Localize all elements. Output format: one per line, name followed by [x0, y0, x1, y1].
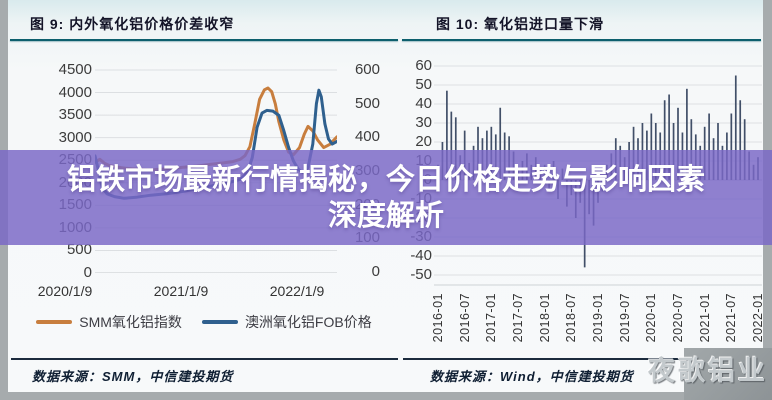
axis-tick-label: 400: [354, 128, 380, 146]
x-tick-label: 2020-07: [671, 292, 685, 342]
x-tick-label: 2021-01: [697, 292, 712, 342]
banner-title-line1: 铝铁市场最新行情揭秘，今日价格走势与影响因素: [66, 163, 705, 196]
left-source-divider: [11, 358, 398, 360]
left-chart-x-axis: 2020/1/9 2021/1/9 2022/1/9: [38, 283, 337, 301]
axis-tick-label: 0: [83, 263, 92, 281]
axis-tick-label: 500: [354, 94, 380, 112]
x-tick-label: 2019-07: [617, 292, 632, 342]
x-tick-label: 2017-07: [511, 292, 525, 342]
axis-tick-label: 3000: [58, 128, 92, 146]
axis-tick-label: 600: [354, 61, 380, 78]
axis-tick-label: 50: [415, 76, 432, 93]
right-source-text: 数据来源：Wind，中信建投期货: [430, 369, 634, 384]
right-chart-x-axis: 2016-01 2016-07 2017-01 2017-07 2018-01 2018-…: [431, 288, 765, 344]
x-tick-label: 2021-07: [724, 292, 739, 342]
right-title-rule: [402, 39, 761, 41]
left-title-rule: [10, 39, 398, 41]
x-tick-label: 2017-01: [484, 292, 499, 342]
legend-item-smm: SMM氧化铝指数: [36, 312, 182, 332]
x-tick-label: 2016-01: [431, 292, 445, 342]
right-source-divider: [403, 358, 713, 360]
axis-tick-label: 20: [415, 133, 432, 150]
right-chart-title: 图 10: 氧化铝进口量下滑: [436, 16, 605, 32]
x-tick-label: 2022/1/9: [269, 283, 325, 299]
x-tick-label: 2020-01: [644, 292, 659, 342]
legend-item-fob: 澳洲氧化铝FOB价格: [201, 312, 372, 332]
axis-tick-label: 40: [415, 95, 432, 112]
photo-corner-shade: [684, 348, 772, 400]
axis-tick-label: 3500: [58, 106, 92, 124]
banner-title-line2: 深度解析: [327, 199, 444, 232]
axis-tick-label: 30: [415, 114, 432, 131]
axis-tick-label: -40: [410, 247, 432, 264]
x-tick-label: 2018-07: [564, 292, 579, 342]
fob-line-swatch: [201, 320, 238, 324]
smm-line-swatch: [36, 320, 73, 324]
x-tick-label: 2016-07: [457, 292, 472, 342]
legend-label-smm: SMM氧化铝指数: [79, 314, 182, 330]
x-tick-label: 2018-01: [537, 292, 552, 342]
left-chart-legend: SMM氧化铝指数 澳洲氧化铝FOB价格: [8, 312, 400, 332]
axis-tick-label: 500: [66, 241, 92, 259]
left-chart-title: 图 9: 内外氧化铝价格价差收窄: [30, 16, 235, 32]
overlay-banner: 铝铁市场最新行情揭秘，今日价格走势与影响因素 深度解析: [0, 150, 772, 245]
axis-tick-label: 60: [415, 57, 432, 74]
x-tick-label: 2022-01: [751, 292, 765, 342]
x-tick-label: 2019-01: [591, 292, 605, 342]
axis-tick-label: 4500: [58, 61, 92, 78]
axis-tick-label: 0: [371, 262, 380, 280]
axis-tick-label: 4000: [58, 83, 92, 101]
axis-tick-label: -50: [410, 266, 432, 283]
x-tick-label: 2021/1/9: [153, 283, 209, 299]
watermark: 夜歌铝业: [648, 356, 768, 386]
left-source-text: 数据来源：SMM，中信建投期货: [32, 369, 234, 384]
x-tick-label: 2020/1/9: [37, 283, 93, 299]
legend-label-fob: 澳洲氧化铝FOB价格: [244, 314, 372, 330]
